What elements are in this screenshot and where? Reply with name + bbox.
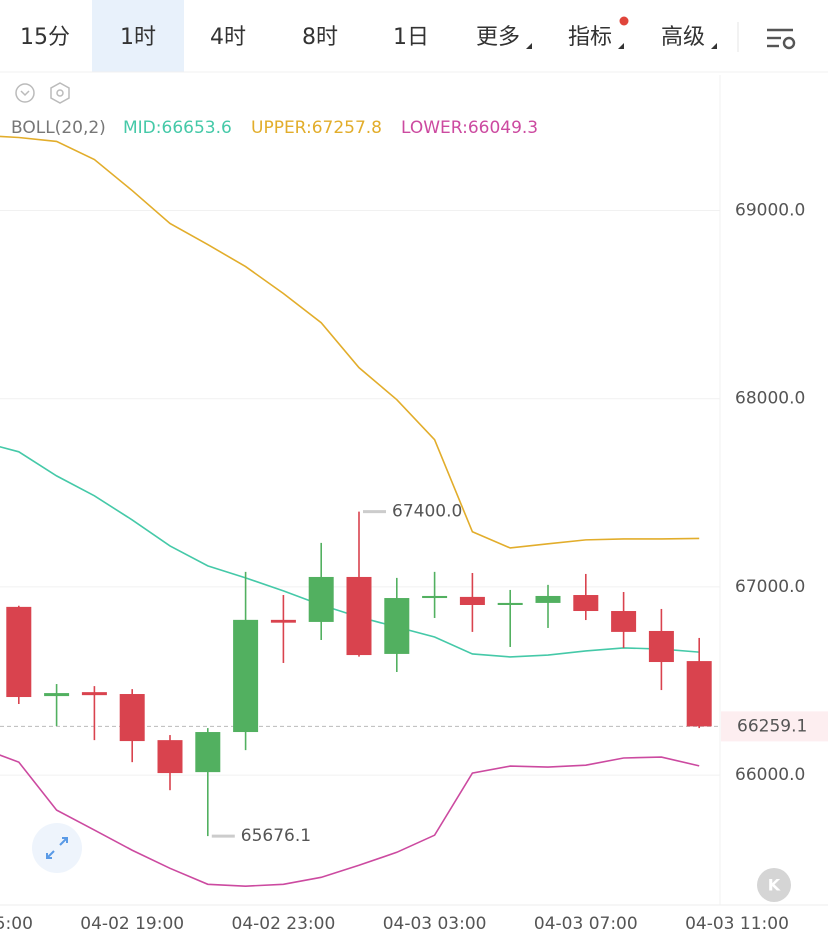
tab[interactable]: 指标: [568, 25, 612, 50]
candle-body: [44, 693, 70, 697]
tab[interactable]: 1时: [120, 25, 156, 50]
candle-body: [157, 740, 183, 774]
x-tick-label: 04-03 03:00: [383, 914, 487, 934]
candle-body: [459, 596, 485, 605]
y-tick-label: 66000.0: [735, 765, 805, 785]
indicator-label: BOLL(20,2): [11, 118, 106, 138]
plot-area: [0, 135, 720, 887]
candle-body: [346, 576, 372, 656]
candle-body: [270, 619, 296, 623]
settings-hex-icon[interactable]: [50, 82, 70, 104]
candle-body: [308, 576, 334, 622]
active-tab-bg: [92, 0, 184, 72]
svg-text:K: K: [768, 876, 781, 895]
legend-entry: MID:66653.6: [123, 118, 232, 138]
dropdown-triangle: [618, 43, 624, 49]
candle-body: [422, 595, 448, 599]
candle-body: [6, 606, 32, 698]
tab[interactable]: 更多: [476, 25, 520, 50]
tab[interactable]: 8时: [302, 25, 338, 50]
y-tick-label: 67000.0: [735, 577, 805, 597]
boll-line: [0, 446, 700, 658]
price-label: 66259.1: [737, 716, 807, 736]
x-tick-label: 04-03 07:00: [534, 914, 638, 934]
x-tick-label: 04-02 19:00: [80, 914, 184, 934]
legend-entry: LOWER:66049.3: [401, 118, 538, 138]
tab[interactable]: 高级: [661, 25, 705, 50]
x-tick-label: 04-02 23:00: [232, 914, 336, 934]
annotation-label: 67400.0: [392, 502, 462, 522]
candle-body: [233, 619, 259, 733]
price-label-bg: [721, 711, 828, 742]
grid: 66000.0 67000.0 68000.0 69000.0: [0, 201, 805, 785]
candle-body: [195, 732, 221, 773]
candle-body: [384, 598, 410, 654]
candle-body: [535, 595, 561, 603]
notice-dot: [619, 16, 629, 26]
tab[interactable]: 1日: [393, 25, 429, 50]
boll-line: [0, 754, 700, 887]
dropdown-triangle: [711, 43, 717, 49]
tab[interactable]: 4时: [210, 25, 246, 50]
boll-line: [0, 135, 700, 549]
reset-button[interactable]: K: [757, 868, 791, 902]
legend-entry: UPPER:67257.8: [251, 118, 382, 138]
y-tick-label: 68000.0: [735, 389, 805, 409]
x-tick-label: 04-03 11:00: [685, 914, 789, 934]
y-tick-label: 69000.0: [735, 201, 805, 221]
dropdown-triangle: [526, 43, 532, 49]
candle-body: [81, 692, 107, 696]
candle-body: [119, 694, 145, 742]
candle-body: [686, 661, 712, 727]
settings-icon[interactable]: [767, 28, 796, 50]
candle-body: [573, 595, 599, 612]
tab-bar: 15分 1时 4时 8时 1日 更多 指标 高级: [20, 0, 717, 72]
overlay: 67400.0 65676.1 66259.1: [211, 502, 828, 846]
x-tick-label: 04-02 15:00: [0, 914, 33, 934]
candle-body: [648, 630, 674, 663]
candle-body: [497, 602, 523, 605]
expand-button[interactable]: [32, 823, 82, 873]
candle-body: [611, 611, 637, 632]
annotation-label: 65676.1: [241, 826, 311, 846]
tab[interactable]: 15分: [20, 25, 70, 50]
collapse-icon[interactable]: [15, 83, 35, 103]
